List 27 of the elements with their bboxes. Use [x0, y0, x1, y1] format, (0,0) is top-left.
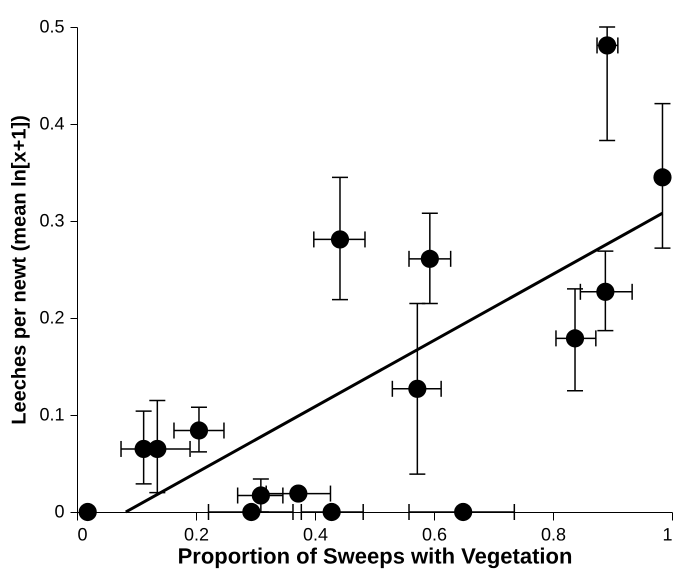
- point: [289, 484, 308, 503]
- x-tick-label: 1: [662, 524, 672, 544]
- x-tick-label: 0.4: [302, 524, 328, 544]
- point: [252, 486, 270, 505]
- point: [566, 329, 584, 348]
- point: [420, 250, 439, 268]
- x-axis-title: Proportion of Sweeps with Vegetation: [178, 544, 572, 568]
- point: [242, 502, 260, 522]
- point: [190, 421, 208, 440]
- y-axis-title: Leeches per newt (mean ln[x+1]): [8, 115, 30, 425]
- point: [653, 168, 672, 186]
- x-tick-label: 0: [78, 524, 88, 544]
- point: [330, 230, 350, 248]
- y-tick-label: 0.1: [39, 404, 64, 424]
- x-tick-label: 0.2: [184, 524, 210, 544]
- point: [78, 502, 97, 522]
- x-tick-label: 0.6: [422, 524, 448, 544]
- point: [596, 282, 614, 301]
- point: [408, 380, 426, 398]
- y-tick-label: 0.3: [39, 210, 64, 230]
- x-tick-label: 0.8: [540, 524, 566, 544]
- point: [454, 502, 472, 522]
- y-tick-label: 0.4: [39, 114, 64, 134]
- y-tick-label: 0: [54, 502, 64, 522]
- y-tick-label: 0.5: [39, 16, 64, 36]
- y-tick-label: 0.2: [39, 308, 64, 328]
- point: [322, 502, 341, 522]
